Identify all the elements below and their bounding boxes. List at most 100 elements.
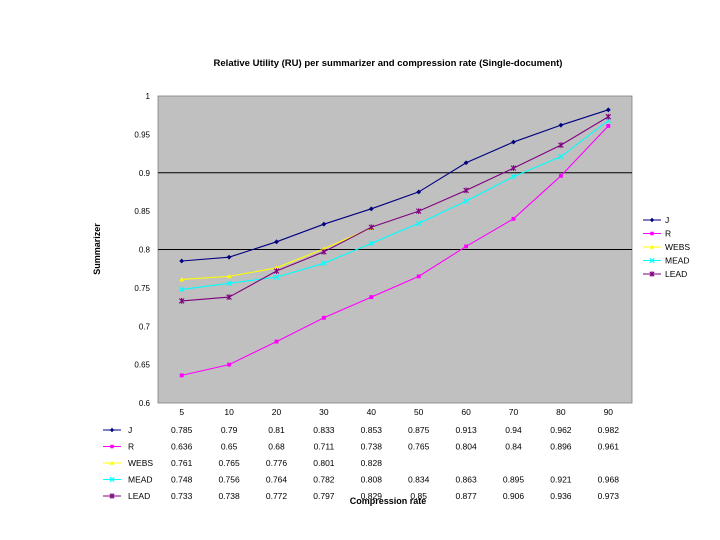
x-tick-label: 5 [179,407,184,417]
y-tick-label: 0.9 [139,169,151,178]
data-point-j [605,107,611,113]
table-cell: 0.761 [171,458,193,468]
legend-marker-webs [649,244,655,249]
table-cell: 0.756 [218,475,240,485]
table-cell: 0.896 [550,442,572,452]
data-point-lead [178,298,185,304]
table-cell: 0.921 [550,475,572,485]
legend-marker-r [650,231,654,236]
data-point-r [606,124,611,128]
data-point-j [558,122,564,128]
table-cell: 0.65 [221,442,238,452]
table-cell: 0.738 [218,491,240,501]
table-cell: 0.828 [361,458,383,468]
table-cell: 0.895 [503,475,525,485]
legend-label: LEAD [665,269,687,279]
x-tick-label: 40 [367,407,377,417]
data-point-r [511,216,516,221]
table-row-label: WEBS [128,458,153,468]
legend-marker-lead [649,271,655,277]
table-row-label: LEAD [128,491,150,501]
table-cell: 0.863 [455,475,477,485]
y-tick-label: 0.65 [134,361,150,370]
data-point-mead [178,286,185,293]
data-point-webs [179,277,185,282]
data-point-j [321,221,327,227]
table-cell: 0.748 [171,475,193,485]
series-line-j [181,109,609,262]
table-cell: 0.968 [598,475,620,485]
table-cell: 0.765 [408,442,430,452]
data-point-lead [226,294,232,300]
legend-label: R [665,229,671,239]
legend-marker-mead [649,257,655,264]
table-cell: 0.711 [314,442,335,452]
x-axis-label: Compression rate [350,496,427,506]
table-legend-marker-r [110,444,114,449]
chart-title: Relative Utility (RU) per summarizer and… [214,58,563,69]
table-cell: 0.785 [171,425,193,435]
table-cell: 0.875 [408,425,430,435]
data-point-lead [321,248,327,255]
table-cell: 0.79 [221,425,238,435]
series-line-lead [181,116,609,302]
data-point-lead [510,165,517,172]
data-point-r [369,295,374,300]
table-cell: 0.973 [598,491,620,501]
table-legend-marker-lead [109,493,115,499]
table-cell: 0.776 [266,458,288,468]
table-cell: 0.808 [361,475,383,485]
table-cell: 0.81 [268,425,285,435]
data-point-mead [368,240,375,247]
table-row-label: MEAD [128,475,153,485]
table-legend-marker-j [109,427,115,433]
x-tick-label: 50 [414,407,424,417]
x-tick-label: 60 [461,407,471,417]
data-point-r [416,274,421,279]
table-cell: 0.982 [598,425,620,435]
data-point-webs [321,246,327,251]
data-point-mead [558,153,564,160]
table-row-label: R [128,442,134,452]
table-cell: 0.84 [505,442,522,452]
data-point-r [558,173,563,178]
x-tick-label: 90 [604,407,614,417]
series-line-mead [181,120,609,290]
table-cell: 0.801 [313,458,335,468]
table-cell: 0.68 [268,442,285,452]
data-point-r [274,339,279,344]
table-cell: 0.636 [171,442,193,452]
grid-lines [158,172,632,250]
data-point-j [368,206,374,212]
table-cell: 0.804 [455,442,477,452]
table-cell: 0.913 [455,425,477,435]
legend-marker-j [649,217,655,223]
y-tick-label: 0.85 [134,207,150,216]
data-point-lead [605,113,612,120]
data-point-lead [558,142,564,148]
data-point-webs [226,273,232,279]
table-cell: 0.829 [361,491,383,501]
data-point-j [179,258,185,264]
table-cell: 0.936 [550,491,572,501]
data-table: 5 10 20 30 40 50 60 70 80 90 J 0.785 0.79 0.81 0.833 0.… [103,407,619,501]
table-cell: 0.782 [313,475,335,485]
legend-label: J [665,215,669,225]
table-cell: 0.961 [598,442,620,452]
table-cell: 0.853 [361,425,383,435]
table-cell: 0.733 [171,491,193,501]
data-point-lead [463,187,469,194]
data-point-mead [463,198,469,204]
data-point-j [226,254,232,260]
data-point-webs [274,265,279,270]
legend: JR WEBS MEAD LEAD [643,215,690,279]
data-point-j [416,189,422,195]
table-cell: 0.94 [505,425,522,435]
y-tick-label: 0.95 [134,130,150,139]
x-tick-label: 20 [272,407,282,417]
table-legend-marker-webs [109,460,115,465]
data-point-mead [273,274,280,280]
y-axis-ticks: 0.6 0.65 0.7 0.75 0.8 0.85 0.9 0.95 1 [134,92,150,408]
legend-label: MEAD [665,256,690,266]
